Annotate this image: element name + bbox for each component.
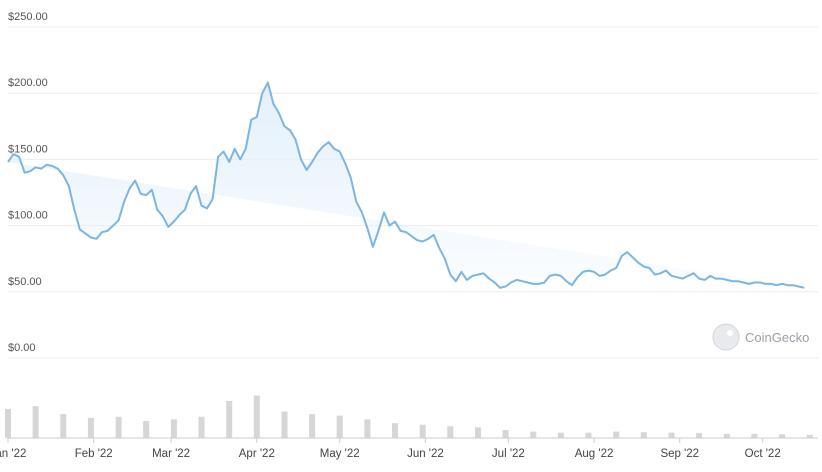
volume-bar: [751, 433, 758, 438]
x-tick-label: Feb '22: [75, 448, 113, 460]
volume-bar: [143, 421, 150, 438]
y-tick-label: $150.00: [8, 143, 48, 155]
volume-bar: [613, 431, 620, 438]
x-tick-label: Mar '22: [152, 448, 190, 460]
coingecko-watermark: CoinGecko: [712, 323, 809, 351]
y-tick-label: $0.00: [8, 342, 36, 354]
grid-lines: [8, 26, 818, 359]
volume-bar: [530, 431, 537, 438]
price-series: [7, 81, 805, 289]
volume-bar: [87, 417, 94, 438]
volume-bar: [170, 419, 177, 438]
volume-bar: [198, 416, 205, 438]
price-area: [8, 82, 805, 288]
gecko-logo-icon: [712, 323, 740, 351]
volume-bar: [32, 406, 39, 438]
price-line: [7, 81, 805, 289]
x-tick-label: Jul '22: [492, 448, 525, 460]
y-axis-ticks: $0.00 $50.00 $100.00 $150.00 $200.00 $250.00: [8, 11, 48, 354]
x-tick-label: May '22: [320, 448, 360, 460]
volume-bar: [60, 414, 67, 438]
volume-bar: [806, 434, 813, 438]
volume-bar: [253, 395, 260, 438]
volume-bar: [115, 416, 122, 438]
volume-bar: [585, 432, 592, 438]
y-tick-label: $200.00: [8, 77, 48, 89]
volume-bar: [475, 427, 481, 438]
watermark-text: CoinGecko: [745, 330, 809, 345]
x-tick-label: Jan '22: [0, 448, 26, 460]
x-axis-ticks: Jan '22 Feb '22 Mar '22 Apr '22 May '22 Jun '…: [0, 437, 818, 460]
y-tick-label: $250.00: [8, 11, 48, 23]
volume-bars: [5, 395, 813, 439]
volume-bar: [5, 408, 11, 439]
volume-bar: [557, 432, 564, 438]
volume-bar: [779, 434, 786, 438]
x-tick-label: Aug '22: [575, 448, 614, 460]
volume-bar: [723, 433, 730, 438]
volume-bar: [502, 430, 509, 438]
volume-bar: [364, 419, 371, 438]
volume-bar: [668, 432, 675, 438]
volume-bar: [336, 415, 343, 438]
volume-bar: [696, 433, 703, 438]
volume-bar: [419, 424, 426, 439]
volume-bar: [392, 423, 398, 438]
volume-bar: [447, 426, 454, 438]
volume-bar: [281, 411, 288, 438]
y-tick-label: $50.00: [8, 276, 42, 288]
volume-bar: [640, 432, 647, 438]
y-tick-label: $100.00: [8, 210, 48, 222]
x-tick-label: Jun '22: [407, 448, 444, 460]
x-tick-label: Apr '22: [239, 448, 275, 460]
volume-bar: [309, 414, 316, 438]
x-tick-label: Sep '22: [660, 448, 699, 460]
volume-bar: [226, 400, 233, 438]
gecko-eye-icon: [727, 330, 733, 336]
x-tick-label: Oct '22: [745, 448, 781, 460]
